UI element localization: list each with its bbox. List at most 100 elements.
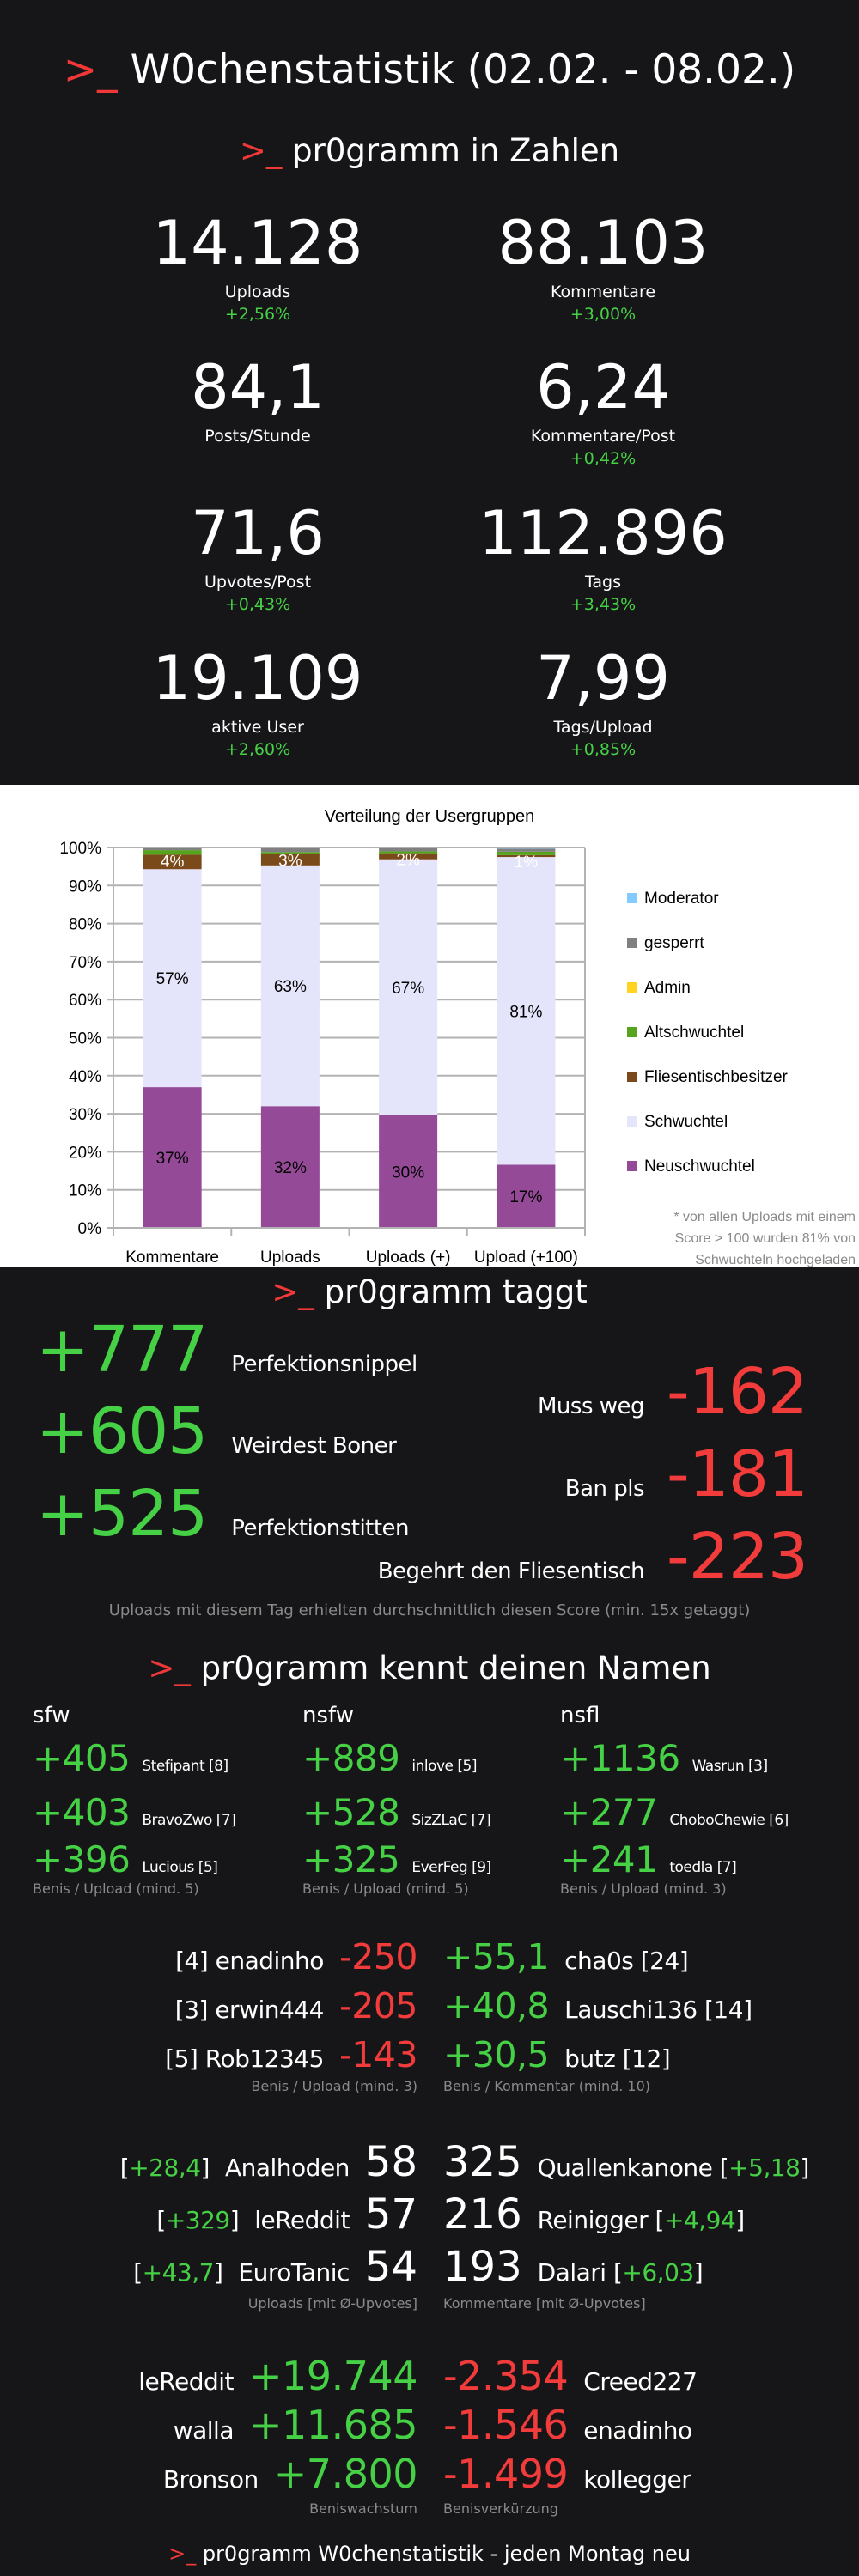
username: Stefipant [8]: [142, 1758, 228, 1775]
footer: >_ pr0gramm W0chenstatistik - jeden Mont…: [0, 2543, 859, 2564]
y-tick-label: 60%: [69, 992, 101, 1010]
username: cha0s [24]: [564, 1947, 689, 1975]
username: leReddit: [138, 2367, 234, 2396]
stat-card: 88.103 Kommentare +3,00%: [431, 213, 775, 324]
benis-score: +241: [560, 1838, 658, 1880]
x-tick-label: Upload (+100): [474, 1249, 578, 1267]
username: Wasrun [3]: [691, 1758, 769, 1775]
upload-comment-ranking-row: [5] Rob12345 -143 +30,5 butz [12]: [0, 2035, 859, 2075]
bar-segment-schwuchtel: [497, 857, 556, 1165]
stat-label: aktive User: [211, 718, 304, 737]
tag-name: Begehrt den Fliesentisch: [377, 1558, 645, 1584]
flop-tag-row: Muss weg -162: [0, 1360, 808, 1424]
benis-score: +30,5: [443, 2034, 550, 2075]
benis-ranking-left: Bronson +7.800: [0, 2452, 430, 2495]
username: Creed227: [583, 2367, 698, 2396]
ranking-row: +403 BravoZwo [7]: [33, 1794, 236, 1832]
benis-ranking-left-note-wrap: Beniswachstum: [0, 2500, 430, 2518]
username: walla: [173, 2416, 235, 2445]
tag-score: +605: [36, 1394, 208, 1468]
benis-growth-value: +19.744: [249, 2353, 418, 2399]
benis-ranking-right: -2.354 Creed227: [430, 2354, 859, 2397]
username: Dalari: [537, 2258, 606, 2287]
avg-upvotes: [+28,4]: [119, 2154, 210, 2182]
username: kollegger: [583, 2465, 691, 2494]
activity-ranking-row: [+43,7] EuroTanic 54 193 Dalari [+6,03]: [0, 2245, 859, 2289]
data-label: 67%: [392, 980, 424, 998]
benis-ranking-right: -1.546 enadinho: [430, 2403, 859, 2446]
bar-segment-schwuchtel: [379, 859, 438, 1115]
legend-swatch: [627, 893, 637, 903]
benis-score: +528: [302, 1791, 400, 1833]
top-tag-row: +525 Perfektionstitten: [36, 1482, 410, 1546]
upload-comment-ranking-left: [4] enadinho -250: [0, 1937, 430, 1977]
ranking-note: Beniswachstum: [309, 2500, 417, 2517]
data-label: 4%: [161, 853, 185, 871]
tag-name: Weirdest Boner: [231, 1433, 397, 1459]
upload-count: 57: [364, 2190, 417, 2239]
stat-value: 6,24: [536, 352, 670, 422]
bar-segment-altschwuchtel: [497, 851, 556, 855]
upload-comment-ranking-left: [5] Rob12345 -143: [0, 2035, 430, 2075]
stat-card: 19.109 aktive User +2,60%: [86, 648, 430, 759]
stat-value: 19.109: [152, 643, 363, 714]
bar-segment-neuschwuchtel: [497, 1164, 556, 1228]
y-tick-label: 10%: [69, 1182, 101, 1200]
benis-score: +325: [302, 1838, 400, 1880]
legend-swatch: [627, 938, 637, 948]
benis-score: +396: [33, 1838, 131, 1880]
page-title: >_ W0chenstatistik (02.02. - 08.02.): [0, 50, 859, 90]
tag-name: Ban pls: [564, 1476, 645, 1502]
benis-ranking-row: Bronson +7.800 -1.499 kollegger: [0, 2452, 859, 2495]
stat-value: 88.103: [497, 208, 709, 278]
category-header-nsfw: nsfw: [302, 1703, 354, 1728]
data-label: 57%: [156, 970, 189, 988]
ranking-row: +528 SizZLaC [7]: [302, 1791, 491, 1833]
benis-ranking-row: walla +11.685 -1.546 enadinho: [0, 2403, 859, 2446]
activity-ranking-left: [+28,4] Analhoden 58: [0, 2140, 430, 2184]
upload-comment-ranking-notes: Benis / Upload (mind. 3) Benis / Kommenta…: [0, 2078, 859, 2095]
username: enadinho: [583, 2416, 692, 2445]
activity-ranking-notes: Uploads [mit Ø-Upvotes] Kommentare [mit Ø…: [0, 2295, 859, 2312]
bar-segment-schwuchtel: [143, 869, 202, 1088]
benis-score: -143: [338, 2034, 418, 2075]
benis-score: +277: [560, 1791, 658, 1833]
avg-upvotes: [+43,7]: [133, 2258, 223, 2287]
benis-ranking-left: walla +11.685: [0, 2403, 430, 2446]
stat-card: 71,6 Upvotes/Post +0,43%: [86, 503, 430, 614]
benis-loss-value: -1.499: [443, 2451, 569, 2497]
title-text: W0chenstatistik (02.02. - 08.02.): [130, 46, 796, 94]
data-label: 3%: [278, 853, 302, 871]
top-tag-row: +605 Weirdest Boner: [36, 1394, 397, 1468]
top-tag-row: +777 Perfektionsnippel: [36, 1318, 417, 1382]
ranking-note: Kommentare [mit Ø-Upvotes]: [443, 2295, 646, 2312]
upload-comment-ranking-row: [4] enadinho -250 +55,1 cha0s [24]: [0, 1937, 859, 1977]
stat-card: 6,24 Kommentare/Post +0,42%: [431, 357, 775, 468]
username: Reinigger: [537, 2206, 649, 2234]
avg-upvotes-value: +28,4: [129, 2154, 201, 2182]
legend-swatch: [627, 1027, 637, 1037]
data-label: 1%: [515, 854, 539, 872]
category-header-nsfl: nsfl: [560, 1703, 600, 1728]
stat-label: Upvotes/Post: [204, 573, 312, 592]
comment-count: 216: [443, 2190, 522, 2239]
legend-label: Fliesentischbesitzer: [644, 1068, 789, 1086]
bar-segment-neuschwuchtel: [143, 1087, 202, 1228]
benis-growth-value: +7.800: [273, 2451, 418, 2497]
stat-card: 7,99 Tags/Upload +0,85%: [431, 648, 775, 759]
ranking-row: +396 Lucious [5]: [33, 1838, 218, 1880]
tag-score: -181: [667, 1437, 808, 1511]
stat-label: Uploads: [224, 283, 291, 301]
stat-label: Posts/Stunde: [204, 427, 311, 446]
bar-segment-altschwuchtel: [143, 850, 202, 855]
x-tick-label: Uploads: [260, 1249, 320, 1267]
section-title-namen: >_ pr0gramm kennt deinen Namen: [0, 1652, 859, 1684]
benis-score: +889: [302, 1737, 400, 1779]
bar-segment-altschwuchtel: [379, 851, 438, 854]
data-label: 2%: [396, 852, 420, 870]
username: Bronson: [162, 2465, 259, 2494]
ranking-row: +889 inlove [5]: [302, 1740, 477, 1777]
username-with-avg: Dalari [+6,03]: [537, 2258, 704, 2287]
stat-delta: +3,00%: [570, 305, 637, 324]
benis-growth-value: +11.685: [249, 2402, 418, 2448]
